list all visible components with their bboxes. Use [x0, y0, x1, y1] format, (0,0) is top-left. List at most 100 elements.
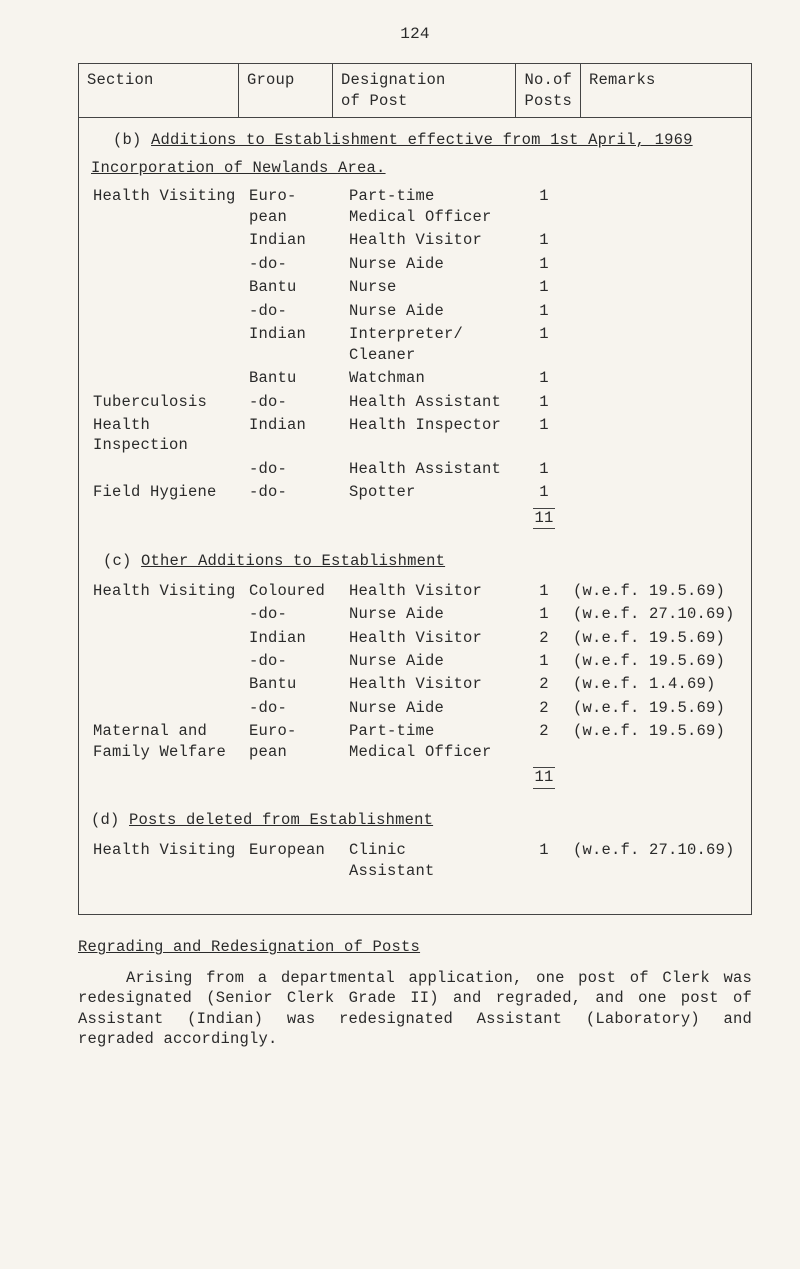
section-d-label: (d)	[91, 811, 120, 829]
cell-remarks	[571, 276, 741, 279]
cell-remarks: (w.e.f. 19.5.69)	[571, 649, 741, 672]
cell-designation: Health Inspector	[347, 413, 517, 436]
cell-section	[91, 457, 241, 460]
cell-section	[91, 603, 241, 606]
cell-posts: 1	[523, 185, 565, 208]
hdr-designation-l2: of Post	[341, 92, 408, 110]
cell-group: Euro- pean	[247, 720, 341, 764]
cell-remarks	[571, 457, 741, 460]
cell-remarks	[571, 367, 741, 370]
cell-group: Indian	[247, 626, 341, 649]
cell-posts: 1	[523, 649, 565, 672]
cell-posts: 1	[523, 252, 565, 275]
cell-section	[91, 276, 241, 279]
section-c-title: (c) Other Additions to Establishment	[103, 551, 741, 571]
cell-group: Indian	[247, 229, 341, 252]
bottom-para: Arising from a departmental application,…	[78, 968, 752, 1050]
section-b-title: (b) Additions to Establishment effective…	[113, 130, 741, 150]
cell-posts: 1	[523, 481, 565, 504]
cell-designation: Spotter	[347, 481, 517, 504]
cell-section	[91, 626, 241, 629]
section-b-total-row: 11	[91, 504, 741, 532]
cell-posts: 2	[523, 696, 565, 719]
cell-posts: 1	[523, 390, 565, 413]
section-b-heading: Additions to Establishment effective fro…	[151, 131, 693, 149]
section-b-sub: Incorporation of Newlands Area.	[91, 158, 741, 178]
cell-group: Euro- pean	[247, 185, 341, 229]
cell-designation: Interpreter/ Cleaner	[347, 323, 517, 367]
cell-posts: 1	[523, 276, 565, 299]
hdr-section: Section	[79, 64, 239, 117]
cell-group: -do-	[247, 649, 341, 672]
hdr-remarks: Remarks	[581, 64, 751, 117]
cell-section	[91, 323, 241, 326]
cell-designation: Watchman	[347, 367, 517, 390]
cell-section: Health Inspection	[91, 413, 241, 457]
cell-group: Bantu	[247, 276, 341, 299]
section-b-grid: Health VisitingEuro- peanPart-time Medic…	[91, 185, 741, 504]
cell-group: European	[247, 839, 341, 862]
section-c-total-row: 11	[91, 764, 741, 792]
cell-remarks	[571, 185, 741, 188]
cell-designation: Health Visitor	[347, 673, 517, 696]
hdr-posts-l1: No.of	[524, 71, 572, 89]
cell-remarks	[571, 299, 741, 302]
cell-posts: 1	[523, 457, 565, 480]
hdr-group: Group	[239, 64, 333, 117]
cell-section	[91, 229, 241, 232]
cell-designation: Part-time Medical Officer	[347, 185, 517, 229]
cell-section: Tuberculosis	[91, 390, 241, 413]
section-b-total: 11	[533, 508, 555, 529]
cell-remarks: (w.e.f. 1.4.69)	[571, 673, 741, 696]
cell-designation: Health Visitor	[347, 579, 517, 602]
cell-section	[91, 673, 241, 676]
cell-designation: Nurse Aide	[347, 603, 517, 626]
section-c-heading: Other Additions to Establishment	[141, 552, 445, 570]
cell-posts: 1	[523, 229, 565, 252]
section-c-grid: Health VisitingColouredHealth Visitor1(w…	[91, 579, 741, 764]
section-d-heading: Posts deleted from Establishment	[129, 811, 433, 829]
cell-remarks	[571, 252, 741, 255]
section-d-title: (d) Posts deleted from Establishment	[91, 810, 741, 830]
section-c-label: (c)	[103, 552, 132, 570]
cell-posts: 1	[523, 367, 565, 390]
bottom-note: Regrading and Redesignation of Posts Ari…	[78, 937, 752, 1049]
table-body: (b) Additions to Establishment effective…	[79, 118, 751, 914]
cell-posts: 1	[523, 603, 565, 626]
cell-designation: Part-time Medical Officer	[347, 720, 517, 764]
cell-group: Bantu	[247, 367, 341, 390]
cell-designation: Health Assistant	[347, 390, 517, 413]
cell-remarks	[571, 390, 741, 393]
cell-section	[91, 649, 241, 652]
cell-designation: Nurse	[347, 276, 517, 299]
hdr-designation: Designation of Post	[333, 64, 516, 117]
cell-group: Indian	[247, 323, 341, 346]
cell-posts: 1	[523, 839, 565, 862]
main-table: Section Group Designation of Post No.of …	[78, 63, 752, 915]
cell-remarks: (w.e.f. 19.5.69)	[571, 626, 741, 649]
cell-designation: Nurse Aide	[347, 696, 517, 719]
cell-designation: Nurse Aide	[347, 252, 517, 275]
cell-designation: Health Assistant	[347, 457, 517, 480]
cell-designation: Health Visitor	[347, 626, 517, 649]
cell-designation: Nurse Aide	[347, 299, 517, 322]
cell-remarks	[571, 323, 741, 326]
hdr-posts: No.of Posts	[516, 64, 581, 117]
cell-remarks	[571, 413, 741, 416]
section-d-grid: Health Visiting European Clinic Assistant 1…	[91, 839, 741, 883]
cell-designation: Nurse Aide	[347, 649, 517, 672]
cell-posts: 1	[523, 579, 565, 602]
cell-designation: Clinic Assistant	[347, 839, 517, 883]
cell-designation: Health Visitor	[347, 229, 517, 252]
cell-group: -do-	[247, 457, 341, 480]
cell-section: Health Visiting	[91, 579, 241, 602]
cell-section: Health Visiting	[91, 839, 241, 862]
cell-group: -do-	[247, 481, 341, 504]
section-c-total: 11	[533, 767, 555, 788]
cell-group: Indian	[247, 413, 341, 436]
cell-group: -do-	[247, 299, 341, 322]
cell-section	[91, 367, 241, 370]
cell-remarks	[571, 229, 741, 232]
page-number: 124	[78, 24, 752, 45]
cell-remarks: (w.e.f. 27.10.69)	[571, 839, 741, 862]
